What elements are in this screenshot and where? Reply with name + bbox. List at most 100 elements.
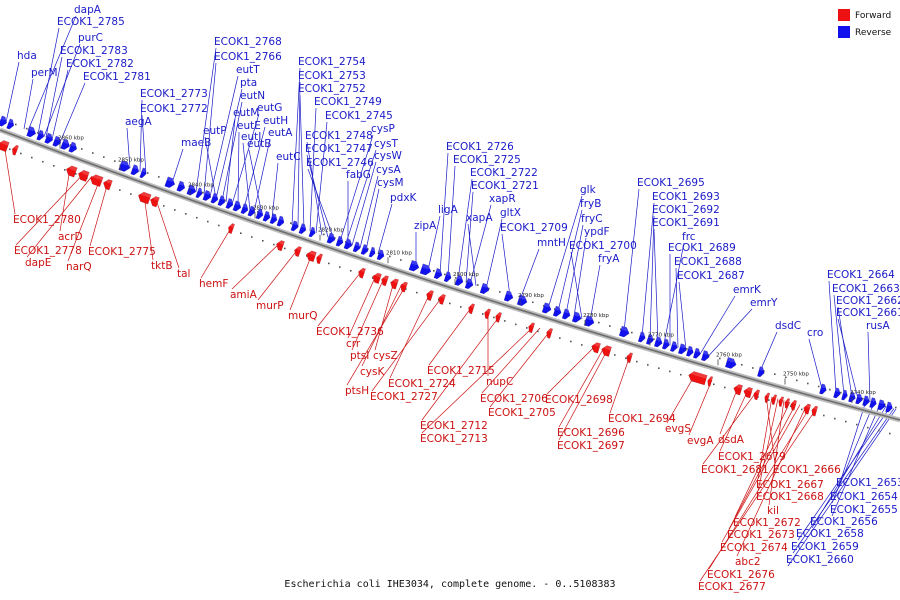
reverse-gene-40 — [454, 274, 465, 286]
coordinate-dot — [306, 255, 308, 257]
coordinate-dot — [367, 248, 369, 250]
reverse-gene-6 — [60, 138, 71, 150]
reverse-gene-5 — [52, 135, 62, 147]
leader-line-ecok1-2668 — [757, 398, 779, 492]
forward-gene-33 — [764, 392, 771, 404]
leader-line-acrd — [59, 168, 71, 232]
gene-label-ecok1-2687: ECOK1_2687 — [677, 270, 745, 282]
gene-label-ecok1-2692: ECOK1_2692 — [652, 204, 720, 216]
leader-line-cysm — [365, 188, 380, 251]
coordinate-dot — [477, 284, 479, 286]
leader-line-cro — [808, 338, 823, 389]
leader-line-hda — [5, 61, 20, 123]
gene-label-ecok1-2677: ECOK1_2677 — [698, 581, 766, 593]
gene-label-ecok1-2663: ECOK1_2663 — [832, 283, 900, 295]
forward-gene-15 — [381, 275, 389, 287]
forward-gene-21 — [484, 308, 492, 320]
coordinate-dot — [647, 364, 649, 366]
leader-line-dape — [26, 176, 93, 258]
leader-line-ecok1-2722 — [457, 178, 473, 281]
gene-label-ecok1-2706: ECOK1_2706 — [480, 393, 548, 405]
gene-label-ecok1-2752: ECOK1_2752 — [298, 83, 366, 95]
reverse-gene-2 — [26, 126, 37, 138]
gene-label-ecok1-2668: ECOK1_2668 — [756, 491, 824, 503]
gene-label-ecok1-2654: ECOK1_2654 — [830, 491, 898, 503]
gene-label-ecok1-2694: ECOK1_2694 — [608, 413, 676, 425]
gene-label-hda: hda — [17, 50, 37, 62]
coordinate-dot — [147, 172, 149, 174]
reverse-gene-57 — [685, 345, 695, 357]
leader-line-tal — [155, 199, 180, 269]
gene-label-ecok1-2696: ECOK1_2696 — [557, 427, 625, 439]
leader-line-ecok1-2666 — [765, 395, 776, 465]
coordinate-dot — [614, 354, 616, 356]
forward-gene-2 — [66, 165, 78, 178]
leader-line-ecok1-2725 — [447, 165, 456, 277]
coordinate-dot — [741, 364, 743, 366]
gene-label-ecok1-2689: ECOK1_2689 — [668, 242, 736, 254]
gene-label-ecok1-2691: ECOK1_2691 — [652, 217, 720, 229]
gene-label-eute: eutE — [237, 120, 261, 132]
reverse-gene-21 — [247, 205, 257, 217]
coordinate-dot — [455, 277, 457, 279]
gene-label-ecok1-2721: ECOK1_2721 — [471, 180, 539, 192]
gene-label-ecok1-2773: ECOK1_2773 — [140, 88, 208, 100]
reverse-gene-65 — [848, 391, 857, 403]
reverse-gene-15 — [202, 189, 213, 202]
coordinate-dot — [251, 236, 253, 238]
gene-label-ecok1-2727: ECOK1_2727 — [370, 391, 438, 403]
reverse-gene-63 — [833, 387, 842, 399]
kbp-tick-label: 2840 kbp — [188, 183, 214, 189]
gene-label-ecok1-2672: ECOK1_2672 — [733, 517, 801, 529]
coordinate-dot — [543, 304, 545, 307]
gene-label-ecok1-2662: ECOK1_2662 — [836, 295, 900, 307]
gene-label-ecok1-2712: ECOK1_2712 — [420, 420, 488, 432]
gene-label-murq: murQ — [288, 310, 317, 322]
leader-line-ecok1-2780 — [3, 143, 16, 215]
leader-line-mnth — [519, 248, 540, 300]
leader-line-ecok1-2749 — [309, 107, 317, 232]
reverse-gene-55 — [669, 341, 679, 352]
leader-line-glk — [547, 195, 583, 309]
leader-line-ecok1-2698 — [546, 344, 597, 395]
leader-line-ecok1-2706 — [481, 327, 541, 394]
leader-line-emry — [707, 308, 753, 357]
forward-gene-9 — [276, 240, 285, 252]
gene-label-eutp: eutP — [203, 125, 227, 137]
coordinate-dot — [719, 357, 721, 360]
gene-label-ecok1-2698: ECOK1_2698 — [545, 394, 613, 406]
coordinate-dot — [493, 316, 495, 319]
forward-gene-4 — [90, 174, 104, 187]
reverse-gene-64 — [841, 389, 849, 401]
coordinate-dot — [20, 152, 22, 155]
leader-line-eutn — [221, 101, 243, 201]
coordinate-dot — [378, 252, 380, 254]
gene-label-ecok1-2782: ECOK1_2782 — [66, 58, 134, 70]
leader-line-ecok1-2747 — [306, 154, 329, 238]
coordinate-dot — [284, 247, 286, 250]
leader-line-ypdf — [573, 237, 587, 317]
forward-gene-27 — [626, 352, 634, 364]
coordinate-dot — [625, 357, 627, 360]
leader-line-evgs — [666, 374, 696, 424]
leader-line-ecok1-2676 — [708, 407, 811, 570]
gene-label-fryb: fryB — [580, 198, 601, 210]
gene-label-ecok1-2679: ECOK1_2679 — [718, 451, 786, 463]
gene-label-ecok1-2753: ECOK1_2753 — [298, 70, 366, 82]
leader-line-evga — [688, 379, 713, 436]
coordinate-dot — [532, 301, 534, 304]
leader-line-pta — [215, 88, 243, 199]
leader-line-eutc — [271, 162, 279, 219]
leader-line-cysa — [359, 175, 379, 249]
coordinate-dot — [708, 354, 710, 357]
coordinate-dot — [345, 241, 347, 243]
gene-label-cysw: cysW — [374, 150, 402, 162]
coordinate-dot — [224, 199, 226, 202]
coordinate-dot — [26, 127, 28, 130]
coordinate-dot — [653, 338, 655, 340]
gene-label-ecok1-2653: ECOK1_2653 — [836, 477, 900, 489]
coordinate-dot — [42, 160, 44, 163]
leader-line-ecok1-2661 — [837, 318, 859, 399]
leader-line-ecok1-2687 — [678, 281, 687, 351]
reverse-gene-52 — [645, 333, 655, 345]
